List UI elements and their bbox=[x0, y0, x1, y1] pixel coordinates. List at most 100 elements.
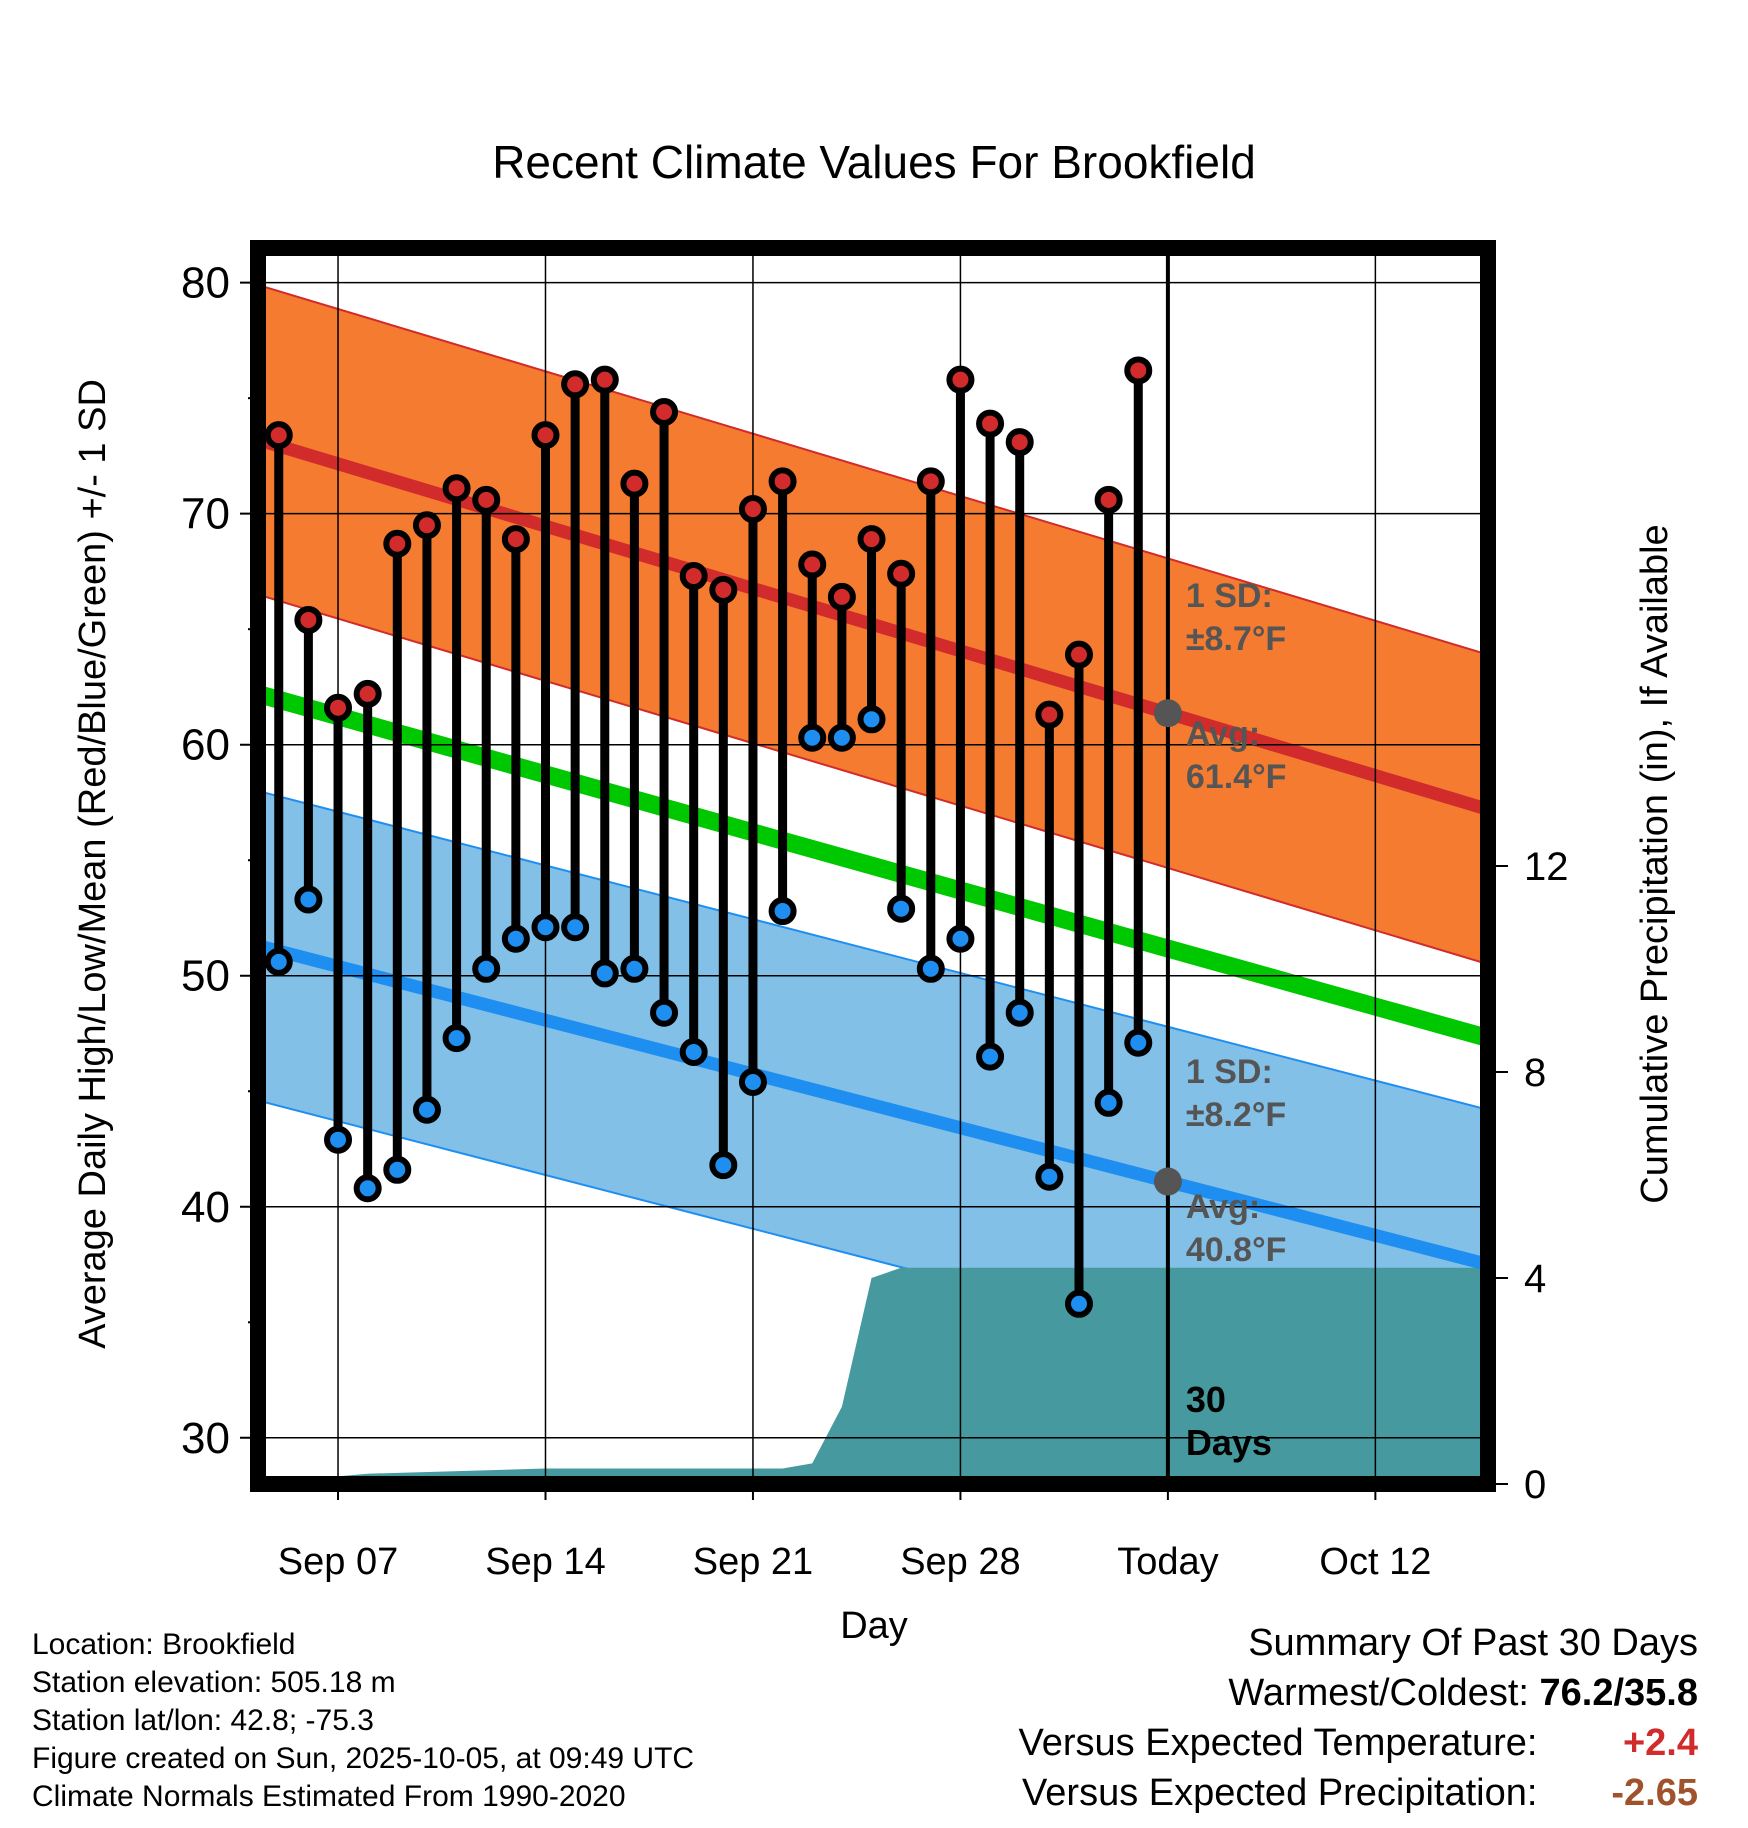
summary-precip-label: Versus Expected Precipitation: bbox=[1022, 1772, 1538, 1814]
summary-precip-value: -2.65 bbox=[1611, 1772, 1698, 1814]
daily-low-point bbox=[383, 1155, 412, 1184]
daily-low-point bbox=[412, 1095, 441, 1124]
daily-low-point bbox=[798, 723, 827, 752]
daily-high-point bbox=[1124, 356, 1153, 385]
daily-high-point bbox=[412, 511, 441, 540]
low-sd-value: ±8.2°F bbox=[1186, 1096, 1286, 1134]
daily-high-point bbox=[383, 529, 412, 558]
daily-low-point bbox=[353, 1174, 382, 1203]
plot-area bbox=[258, 284, 1488, 1484]
daily-low-point bbox=[946, 924, 975, 953]
daily-low-point bbox=[501, 924, 530, 953]
daily-low-point bbox=[976, 1042, 1005, 1071]
daily-low-point bbox=[650, 998, 679, 1027]
high-sd-label: 1 SD: bbox=[1186, 577, 1273, 615]
daily-high-point bbox=[590, 365, 619, 394]
low-avg-value: 40.8°F bbox=[1186, 1231, 1287, 1269]
summary-temp-row: Versus Expected Temperature: +2.4 bbox=[1019, 1722, 1698, 1765]
today-high-avg-marker bbox=[1153, 699, 1182, 728]
daily-low-point bbox=[679, 1037, 708, 1066]
x-tick-label: Sep 14 bbox=[485, 1541, 605, 1583]
today-low-avg-marker bbox=[1153, 1167, 1182, 1196]
plot-layer: 1 SD: ±8.7°F Avg: 61.4°F 1 SD: ±8.2°F Avg: 40.8… bbox=[181, 240, 1569, 1583]
daily-low-point bbox=[916, 954, 945, 983]
summary-precip-row: Versus Expected Precipitation: -2.65 bbox=[1022, 1772, 1698, 1815]
x-tick-label: Sep 28 bbox=[900, 1541, 1020, 1583]
daily-low-point bbox=[294, 885, 323, 914]
summary-warmest-value: 76.2/35.8 bbox=[1539, 1672, 1698, 1714]
high-sd-value: ±8.7°F bbox=[1186, 620, 1286, 658]
summary-temp-label: Versus Expected Temperature: bbox=[1018, 1722, 1538, 1764]
daily-low-point bbox=[768, 897, 797, 926]
daily-low-point bbox=[827, 723, 856, 752]
chart-title: Recent Climate Values For Brookfield bbox=[492, 136, 1256, 188]
daily-low-point bbox=[442, 1024, 471, 1053]
summary-heading: Summary Of Past 30 Days bbox=[1248, 1622, 1698, 1664]
y2-tick-label: 12 bbox=[1524, 845, 1569, 889]
high-band-upper-edge bbox=[258, 284, 1488, 656]
x-tick-label: Sep 21 bbox=[693, 1541, 813, 1583]
x-axis-label: Day bbox=[840, 1605, 908, 1647]
meta-created: Figure created on Sun, 2025-10-05, at 09… bbox=[32, 1742, 695, 1775]
daily-low-point bbox=[561, 913, 590, 942]
summary-warmest-label: Warmest/Coldest: bbox=[1228, 1672, 1529, 1714]
y2-tick-label: 8 bbox=[1524, 1051, 1546, 1095]
daily-low-point bbox=[1064, 1289, 1093, 1318]
y2-tick-label: 4 bbox=[1524, 1257, 1546, 1301]
daily-high-point bbox=[768, 467, 797, 496]
daily-low-point bbox=[1035, 1162, 1064, 1191]
daily-high-point bbox=[324, 693, 353, 722]
daily-low-point bbox=[620, 954, 649, 983]
daily-low-point bbox=[324, 1125, 353, 1154]
daily-low-point bbox=[1094, 1088, 1123, 1117]
days-window-label: Days bbox=[1186, 1422, 1272, 1463]
y-tick-label: 40 bbox=[181, 1183, 230, 1232]
daily-high-point bbox=[738, 495, 767, 524]
daily-high-point bbox=[1064, 640, 1093, 669]
daily-high-point bbox=[353, 679, 382, 708]
y2-tick-label: 0 bbox=[1524, 1463, 1546, 1507]
daily-high-point bbox=[1094, 485, 1123, 514]
normal-low-line bbox=[258, 939, 1488, 1271]
daily-low-point bbox=[264, 947, 293, 976]
daily-high-point bbox=[650, 398, 679, 427]
daily-high-point bbox=[679, 562, 708, 591]
precip-area bbox=[258, 1267, 1488, 1484]
y-tick-label: 70 bbox=[181, 490, 230, 539]
daily-high-point bbox=[798, 550, 827, 579]
y-tick-label: 80 bbox=[181, 259, 230, 308]
x-tick-label: Oct 12 bbox=[1319, 1541, 1431, 1583]
high-band-lower-edge bbox=[258, 593, 1488, 966]
daily-high-point bbox=[501, 525, 530, 554]
daily-high-point bbox=[946, 365, 975, 394]
meta-latlon: Station lat/lon: 42.8; -75.3 bbox=[32, 1704, 374, 1737]
daily-low-point bbox=[738, 1068, 767, 1097]
low-avg-label: Avg: bbox=[1186, 1188, 1260, 1226]
x-tick-label: Sep 07 bbox=[278, 1541, 398, 1583]
daily-low-point bbox=[531, 913, 560, 942]
daily-high-point bbox=[916, 467, 945, 496]
normal-mean-line bbox=[258, 685, 1488, 1047]
low-sd-label: 1 SD: bbox=[1186, 1053, 1273, 1091]
low-band-upper-edge bbox=[258, 789, 1488, 1111]
daily-high-point bbox=[857, 525, 886, 554]
daily-high-point bbox=[442, 474, 471, 503]
daily-high-point bbox=[294, 605, 323, 634]
daily-high-point bbox=[976, 409, 1005, 438]
daily-low-point bbox=[472, 954, 501, 983]
daily-high-point bbox=[887, 559, 916, 588]
daily-high-point bbox=[531, 421, 560, 450]
y-tick-label: 50 bbox=[181, 952, 230, 1001]
daily-high-point bbox=[827, 582, 856, 611]
meta-location: Location: Brookfield bbox=[32, 1628, 296, 1661]
y-tick-label: 30 bbox=[181, 1414, 230, 1463]
days-window-number: 30 bbox=[1186, 1379, 1226, 1420]
daily-high-point bbox=[620, 469, 649, 498]
summary-temp-value: +2.4 bbox=[1622, 1722, 1698, 1764]
daily-high-point bbox=[561, 370, 590, 399]
high-avg-value: 61.4°F bbox=[1186, 758, 1287, 796]
daily-high-point bbox=[472, 485, 501, 514]
daily-low-point bbox=[857, 705, 886, 734]
daily-low-point bbox=[1005, 998, 1034, 1027]
